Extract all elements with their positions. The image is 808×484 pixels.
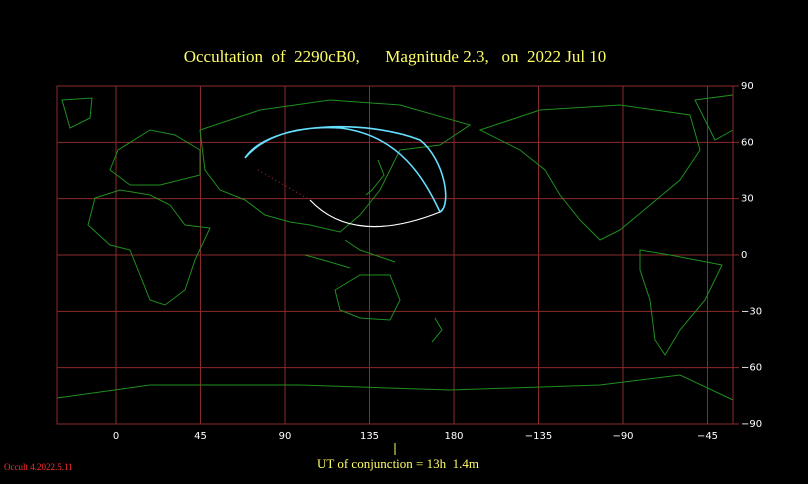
y-tick-label: −60 — [741, 363, 762, 374]
asia — [199, 99, 472, 233]
occultation-path — [244, 125, 447, 228]
y-tick-label: 0 — [741, 250, 747, 261]
map-frame — [56, 85, 734, 425]
y-tick-label: 30 — [741, 194, 754, 205]
south-america — [639, 249, 723, 356]
africa — [87, 189, 211, 306]
indonesia — [304, 239, 396, 269]
conjunction-label: UT of conjunction = 13h 1.4m — [317, 456, 479, 471]
north-america — [478, 104, 701, 241]
y-tick-label: −90 — [741, 419, 762, 430]
australia — [334, 274, 401, 321]
new-zealand — [431, 317, 443, 343]
x-tick-label: 45 — [194, 431, 207, 442]
japan — [365, 159, 385, 196]
x-tick-label: 90 — [279, 431, 292, 442]
grid — [57, 85, 739, 425]
title: Occultation of 2290cB0, Magnitude 2.3, o… — [184, 47, 607, 66]
coastlines — [56, 94, 734, 401]
europe — [109, 129, 201, 186]
limit-line — [244, 125, 447, 214]
x-tick-label: 180 — [444, 431, 463, 442]
x-tick-label: 0 — [113, 431, 119, 442]
x-tick-label: 135 — [360, 431, 379, 442]
x-tick-label: −135 — [525, 431, 552, 442]
y-tick-label: 90 — [741, 81, 754, 92]
y-tick-label: −30 — [741, 306, 762, 317]
x-tick-label: −90 — [612, 431, 633, 442]
y-tick-label: 60 — [741, 137, 754, 148]
x-tick-label: −45 — [697, 431, 718, 442]
antarctica — [56, 374, 734, 401]
central-line — [309, 199, 441, 228]
version-label: Occult 4.2022.5.11 — [4, 462, 73, 472]
